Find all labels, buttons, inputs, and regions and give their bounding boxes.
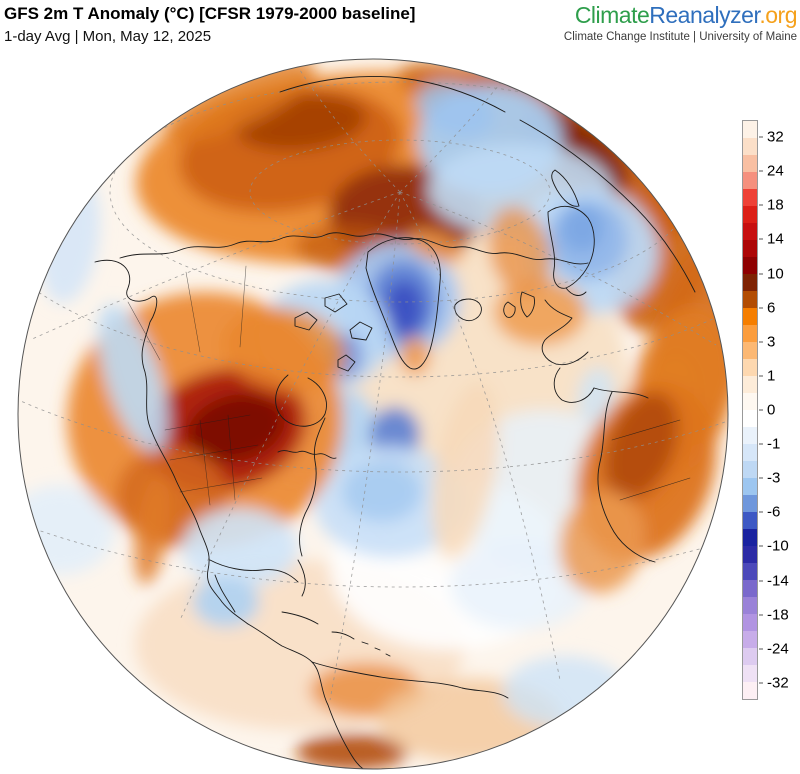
anomaly-blob — [384, 280, 424, 336]
page-title: GFS 2m T Anomaly (°C) [CFSR 1979-2000 ba… — [4, 4, 416, 23]
colorbar-segment — [743, 189, 757, 206]
anomaly-blob — [431, 381, 499, 559]
anomaly-blob — [603, 392, 679, 500]
colorbar-segment — [743, 495, 757, 512]
anomaly-blob — [560, 204, 604, 252]
anomaly-blob — [494, 279, 586, 345]
colorbar-segment — [743, 359, 757, 376]
brand-logo-part: Climate — [574, 2, 650, 28]
colorbar-segment — [743, 563, 757, 580]
colorbar-segment — [743, 223, 757, 240]
colorbar-segment — [743, 580, 757, 597]
colorbar-segment — [743, 240, 757, 257]
colorbar-segment — [743, 274, 757, 291]
colorbar-segment — [743, 444, 757, 461]
colorbar-segment — [743, 206, 757, 223]
colorbar-segment — [743, 155, 757, 172]
colorbar-segment — [743, 291, 757, 308]
brand-logo-part: Reanalyzer — [649, 2, 760, 28]
anomaly-blob — [186, 393, 286, 463]
anomaly-blob — [503, 656, 627, 728]
anomaly-blob — [400, 337, 430, 375]
colorbar — [742, 120, 758, 700]
colorbar-segment — [743, 121, 757, 138]
globe-outline — [17, 58, 729, 770]
colorbar-segment — [743, 410, 757, 427]
colorbar-segment — [743, 546, 757, 563]
anomaly-blob — [223, 307, 347, 393]
brand-block: ClimateReanalyzer.org Climate Change Ins… — [563, 2, 798, 44]
colorbar-segment — [743, 393, 757, 410]
colorbar-segment — [743, 478, 757, 495]
anomaly-blob — [97, 304, 169, 452]
anomaly-blob — [577, 367, 615, 423]
colorbar-segment — [743, 597, 757, 614]
anomaly-blob — [342, 462, 422, 522]
anomaly-blob — [296, 734, 408, 769]
colorbar-segment — [743, 376, 757, 393]
brand-logo-link[interactable]: ClimateReanalyzer.org — [564, 2, 798, 28]
colorbar-segment — [743, 257, 757, 274]
anomaly-blob — [488, 206, 552, 298]
colorbar-segment — [743, 614, 757, 631]
colorbar-segment — [743, 682, 757, 699]
anomaly-blob — [559, 490, 645, 594]
anomaly-blob — [134, 475, 170, 585]
anomaly-blob — [407, 229, 465, 263]
anomaly-blob — [416, 81, 494, 139]
colorbar-segment — [743, 648, 757, 665]
colorbar-segment — [743, 342, 757, 359]
colorbar-segment — [743, 427, 757, 444]
colorbar-segment — [743, 308, 757, 325]
colorbar-segment — [743, 631, 757, 648]
colorbar-segment — [743, 512, 757, 529]
brand-logo-part: .org — [759, 2, 797, 28]
coastline-layer — [94, 75, 696, 769]
anomaly-blob — [182, 508, 298, 588]
colorbar-segment — [743, 172, 757, 189]
anomaly-blob — [193, 577, 259, 627]
date-line: 1-day Avg | Mon, May 12, 2025 — [4, 28, 212, 45]
colorbar-segment — [743, 461, 757, 478]
brand-tagline: Climate Change Institute | University of… — [563, 31, 797, 44]
colorbar-segment — [743, 325, 757, 342]
anomaly-blob — [450, 540, 590, 630]
colorbar-segment — [743, 665, 757, 682]
colorbar-segment — [743, 529, 757, 546]
colorbar-segment — [743, 138, 757, 155]
anomaly-blob — [164, 59, 316, 142]
